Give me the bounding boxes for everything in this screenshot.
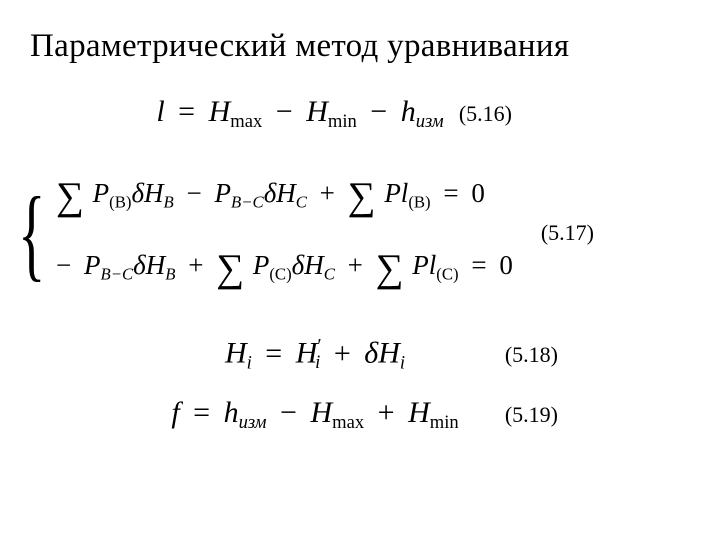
sub-min: min: [430, 412, 459, 433]
equation-5-16: l = Hmax − Hmin − hизм (5.16): [30, 95, 690, 133]
op-eq: =: [465, 250, 492, 280]
delta: δ: [364, 337, 378, 370]
var-f: f: [171, 396, 179, 429]
sub-i: i: [400, 352, 405, 373]
delta: δ: [264, 178, 277, 208]
sub-i: i: [315, 352, 320, 373]
delta: δ: [133, 250, 146, 280]
var-H: H: [276, 178, 296, 208]
var-P: P: [215, 178, 232, 208]
sub-C: C: [296, 192, 307, 211]
equation-number: (5.16): [459, 101, 512, 127]
sub-B: B: [164, 192, 174, 211]
sub-min: min: [328, 111, 357, 132]
sigma-icon: ∑: [376, 233, 406, 305]
sub-izm: изм: [416, 111, 444, 132]
system-row-1: ∑ P(B)δHB − PB−CδHC + ∑ Pl(B) = 0: [56, 161, 513, 233]
var-P: P: [84, 250, 101, 280]
equation-number: (5.19): [505, 402, 558, 428]
sub-C: (C): [269, 265, 291, 284]
equation-body: l = Hmax − Hmin − hизм: [30, 95, 690, 133]
op-minus: −: [270, 95, 299, 128]
op-eq: =: [187, 396, 216, 429]
op-plus: +: [182, 250, 209, 280]
system-row-2: − PB−CδHB + ∑ P(C)δHC + ∑ Pl(C) = 0: [56, 233, 513, 305]
op-plus: +: [342, 250, 369, 280]
op-plus: +: [372, 396, 401, 429]
system-brace: {: [30, 159, 56, 308]
system-rows: ∑ P(B)δHB − PB−CδHC + ∑ Pl(B) = 0 − PB−C…: [56, 159, 513, 308]
var-h: h: [401, 95, 416, 128]
slide-page: Параметрический метод уравнивания l = Hm…: [0, 0, 720, 540]
var-H: H: [225, 337, 247, 370]
page-title: Параметрический метод уравнивания: [30, 28, 690, 65]
zero: 0: [499, 250, 513, 280]
op-eq: =: [259, 337, 288, 370]
sigma-icon: ∑: [56, 161, 86, 233]
var-H: H: [146, 250, 166, 280]
equation-5-18: Hi = H′i + δHi (5.18): [30, 336, 690, 375]
sub-BC: B−C: [100, 265, 133, 284]
var-P: P: [253, 250, 270, 280]
op-minus: −: [181, 178, 208, 208]
sub-C: (C): [436, 265, 458, 284]
sub-B: (B): [408, 192, 430, 211]
sigma-icon: ∑: [216, 233, 246, 305]
var-H: H: [310, 396, 332, 429]
sub-izm: изм: [239, 412, 267, 433]
sub-C: C: [324, 265, 335, 284]
zero: 0: [471, 178, 485, 208]
sigma-icon: ∑: [348, 161, 378, 233]
op-neg: −: [56, 250, 77, 280]
op-eq: =: [437, 178, 464, 208]
sub-B: B: [165, 265, 175, 284]
equation-number: (5.18): [505, 342, 558, 368]
sub-max: max: [332, 412, 364, 433]
op-eq: =: [172, 95, 201, 128]
var-H: H: [378, 337, 400, 370]
op-plus: +: [314, 178, 341, 208]
var-H: H: [408, 396, 430, 429]
sub-i: i: [247, 352, 252, 373]
equation-5-19: f = hизм − Hmax + Hmin (5.19): [30, 396, 690, 434]
op-plus: +: [328, 337, 357, 370]
var-P: P: [93, 178, 110, 208]
var-H: H: [144, 178, 164, 208]
equation-body: Hi = H′i + δHi: [30, 336, 690, 375]
var-H: H: [209, 95, 231, 128]
var-l: l: [156, 95, 164, 128]
var-Pl: Pl: [412, 250, 436, 280]
var-H: H: [306, 95, 328, 128]
delta: δ: [292, 250, 305, 280]
equation-number: (5.17): [541, 220, 594, 246]
sub-BC: B−C: [231, 192, 264, 211]
delta: δ: [131, 178, 144, 208]
op-minus: −: [364, 95, 393, 128]
equation-5-17: { ∑ P(B)δHB − PB−CδHC + ∑ Pl(B) = 0 − PB…: [30, 159, 690, 308]
sub-B: (B): [109, 192, 131, 211]
equation-body: f = hизм − Hmax + Hmin: [30, 396, 690, 434]
var-Pl: Pl: [384, 178, 408, 208]
var-h: h: [224, 396, 239, 429]
op-minus: −: [274, 396, 303, 429]
sub-max: max: [230, 111, 262, 132]
var-H: H: [304, 250, 324, 280]
